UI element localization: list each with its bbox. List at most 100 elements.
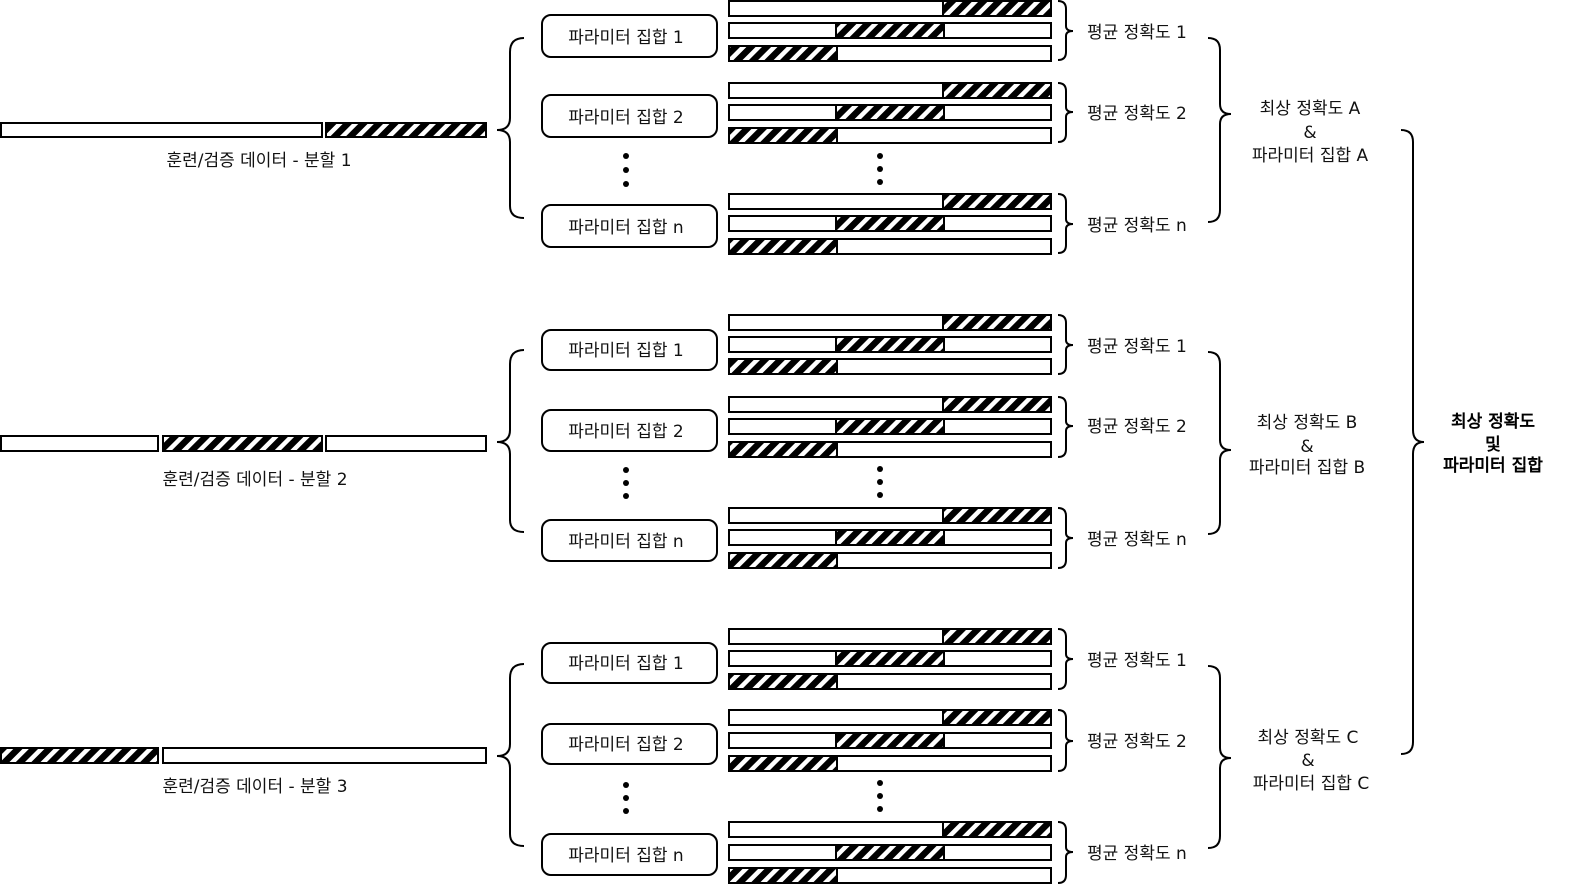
ellipsis-dot xyxy=(623,467,629,473)
mean-accuracy-brace xyxy=(1057,82,1074,143)
fold-validation-segment xyxy=(942,0,1052,17)
param-set-box xyxy=(541,14,718,58)
fold-validation-segment xyxy=(835,336,945,353)
best-accuracy-brace xyxy=(1207,351,1232,535)
ellipsis-dot xyxy=(877,492,883,498)
final-brace xyxy=(1400,129,1425,755)
split-2-train-segment xyxy=(325,435,487,452)
fold-validation-segment xyxy=(728,441,838,458)
ellipsis-dot xyxy=(623,181,629,187)
ampersand: & xyxy=(1300,437,1313,457)
param-set-box xyxy=(541,723,718,765)
mean-accuracy-label: 평균 정확도 2 xyxy=(1087,104,1187,124)
param-set-label: 파라미터 집합 2 xyxy=(568,108,683,128)
fold-validation-segment xyxy=(942,396,1052,413)
fold-validation-segment xyxy=(728,755,838,772)
split-brace xyxy=(496,37,525,219)
param-set-label: 파라미터 집합 1 xyxy=(568,654,683,674)
group-1: 훈련/검증 데이터 - 분할 1 파라미터 집합 1 파라미터 집합 2 파라미… xyxy=(0,0,1369,255)
split-3-validation-segment xyxy=(0,747,159,764)
mean-accuracy-brace xyxy=(1057,507,1074,569)
param-set-box xyxy=(541,519,718,562)
best-param-set-label: 파라미터 집합 A xyxy=(1252,146,1369,166)
ellipsis-dot xyxy=(623,480,629,486)
final-param-set-label: 파라미터 집합 xyxy=(1443,455,1543,476)
fold-validation-segment xyxy=(728,127,838,144)
group-2: 훈련/검증 데이터 - 분할 2 파라미터 집합 1 파라미터 집합 2 파라미… xyxy=(0,314,1365,569)
fold-validation-segment xyxy=(942,821,1052,838)
mean-accuracy-label: 평균 정확도 n xyxy=(1087,844,1187,864)
ellipsis-dot xyxy=(877,466,883,472)
param-set-box xyxy=(541,642,718,684)
ellipsis-dot xyxy=(877,179,883,185)
ellipsis-dot xyxy=(623,493,629,499)
param-set-box xyxy=(541,409,718,452)
fold-validation-segment xyxy=(835,215,945,232)
param-set-label: 파라미터 집합 n xyxy=(568,218,683,238)
final-best-accuracy-label: 최상 정확도 xyxy=(1451,412,1535,432)
mean-accuracy-label: 평균 정확도 2 xyxy=(1087,417,1187,437)
fold-validation-segment xyxy=(942,709,1052,726)
fold-validation-segment xyxy=(835,732,945,749)
fold-validation-segment xyxy=(728,673,838,690)
mean-accuracy-brace xyxy=(1057,628,1074,690)
best-accuracy-brace xyxy=(1207,665,1232,849)
ellipsis-dot xyxy=(877,806,883,812)
fold-validation-segment xyxy=(942,314,1052,331)
fold-validation-segment xyxy=(728,867,838,884)
ellipsis-dot xyxy=(877,153,883,159)
fold-validation-segment xyxy=(728,45,838,62)
param-set-box xyxy=(541,94,718,138)
param-set-box xyxy=(541,204,718,248)
fold-validation-segment xyxy=(728,552,838,569)
param-set-label: 파라미터 집합 1 xyxy=(568,28,683,48)
final-and-label: 및 xyxy=(1485,435,1501,455)
mean-accuracy-brace xyxy=(1057,709,1074,772)
fold-validation-segment xyxy=(728,358,838,375)
mean-accuracy-brace xyxy=(1057,821,1074,884)
param-set-label: 파라미터 집합 2 xyxy=(568,735,683,755)
ellipsis-dot xyxy=(877,479,883,485)
fold-validation-segment xyxy=(835,104,945,121)
split-brace xyxy=(496,349,525,533)
fold-validation-segment xyxy=(835,529,945,546)
fold-validation-segment xyxy=(942,82,1052,99)
fold-validation-segment xyxy=(835,418,945,435)
split-2-train-segment xyxy=(0,435,159,452)
param-set-label: 파라미터 집합 1 xyxy=(568,341,683,361)
group-3: 훈련/검증 데이터 - 분할 3 파라미터 집합 1 파라미터 집합 2 파라미… xyxy=(0,628,1370,884)
mean-accuracy-label: 평균 정확도 n xyxy=(1087,216,1187,236)
param-set-box xyxy=(541,329,718,371)
ellipsis-dot xyxy=(623,782,629,788)
ellipsis-dot xyxy=(623,808,629,814)
ellipsis-dot xyxy=(877,793,883,799)
ellipsis-dot xyxy=(623,167,629,173)
param-set-label: 파라미터 집합 n xyxy=(568,846,683,866)
mean-accuracy-label: 평균 정확도 1 xyxy=(1087,337,1187,357)
fold-validation-segment xyxy=(942,193,1052,210)
split-label: 훈련/검증 데이터 - 분할 1 xyxy=(166,151,351,171)
mean-accuracy-brace xyxy=(1057,314,1074,375)
ellipsis-dot xyxy=(623,153,629,159)
split-label: 훈련/검증 데이터 - 분할 2 xyxy=(162,470,347,490)
split-brace xyxy=(496,663,525,847)
ampersand: & xyxy=(1303,123,1316,143)
fold-validation-segment xyxy=(835,650,945,667)
ampersand: & xyxy=(1301,751,1314,771)
best-accuracy-label: 최상 정확도 B xyxy=(1257,413,1358,433)
ellipsis-dot xyxy=(877,780,883,786)
best-accuracy-label: 최상 정확도 A xyxy=(1260,99,1361,119)
best-param-set-label: 파라미터 집합 C xyxy=(1253,774,1370,794)
fold-validation-segment xyxy=(728,238,838,255)
ellipsis-dot xyxy=(623,795,629,801)
split-1-validation-segment xyxy=(325,122,487,138)
param-set-box xyxy=(541,833,718,876)
split-3-train-segment xyxy=(162,747,487,764)
split-1-train-segment xyxy=(0,122,323,138)
best-param-set-label: 파라미터 집합 B xyxy=(1249,458,1365,478)
mean-accuracy-brace xyxy=(1057,193,1074,254)
fold-validation-segment xyxy=(835,844,945,861)
param-set-label: 파라미터 집합 2 xyxy=(568,422,683,442)
mean-accuracy-label: 평균 정확도 1 xyxy=(1087,23,1187,43)
